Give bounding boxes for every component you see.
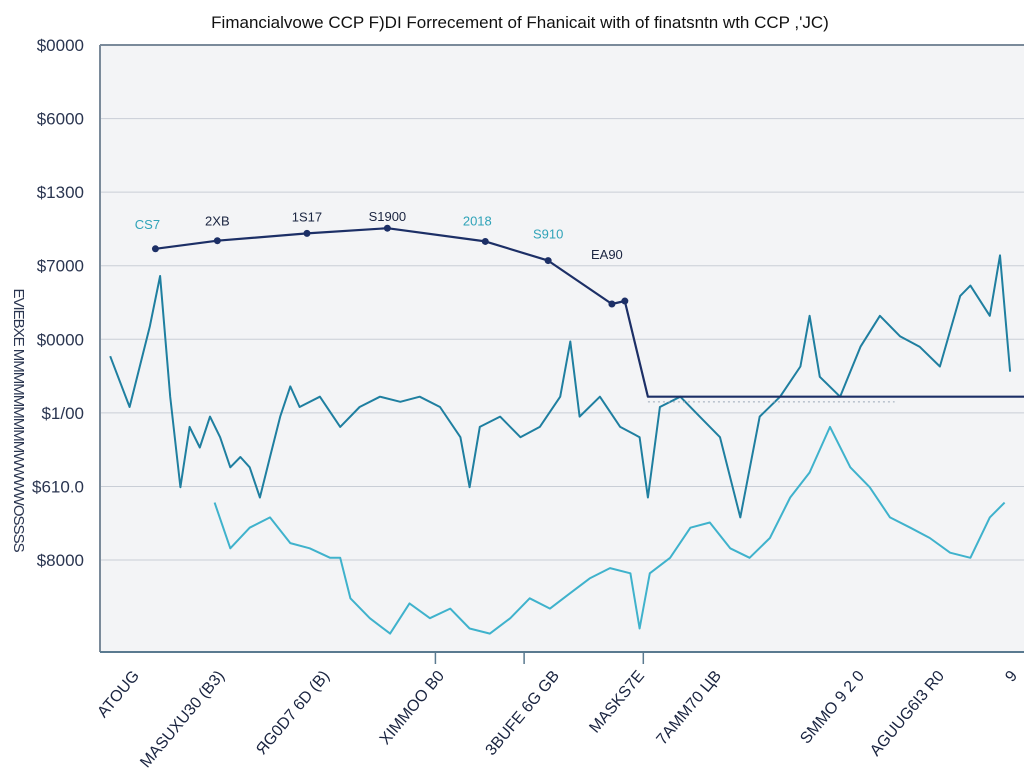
y-tick-labels: $0000 $6000 $1300 $7000 $0000 $1/00 $610.0 $800… [32, 36, 84, 570]
plot-area [100, 45, 1024, 652]
y-tick-label: $0000 [37, 36, 84, 55]
y-tick-label: $6000 [37, 110, 84, 129]
point-label: 2018 [463, 213, 492, 228]
y-tick-label: $610.0 [32, 477, 84, 496]
data-point [151, 245, 159, 253]
data-point [213, 237, 221, 245]
series-group: CS7 2XB 1S17 S1900 2018 S910 EA90 [109, 209, 1024, 635]
y-tick-label: $1/00 [41, 404, 84, 423]
x-tick-marks [434, 652, 645, 664]
data-point [608, 300, 616, 308]
y-tick-label: $0000 [37, 330, 84, 349]
point-label: EA90 [591, 247, 623, 262]
y-axis-title: EVIEBXE MMMMMMMMMWWWWOSSSS [10, 288, 27, 552]
point-label: 2XB [205, 214, 230, 229]
series-line-1 [109, 254, 1012, 519]
point-label: 1S17 [292, 209, 322, 224]
point-label: CS7 [135, 217, 160, 232]
series-line-0 [155, 227, 1024, 398]
chart-title: Fimancialvowe CCP F)DI Forrecement of Fh… [211, 13, 829, 32]
y-tick-label: $8000 [37, 551, 84, 570]
data-point [544, 257, 552, 265]
data-point [621, 297, 629, 305]
point-label: S910 [533, 227, 563, 242]
series-line-2 [213, 425, 1006, 635]
data-point [481, 237, 489, 245]
data-point [303, 229, 311, 237]
y-tick-label: $1300 [37, 183, 84, 202]
point-label: S1900 [369, 209, 407, 224]
y-tick-label: $7000 [37, 257, 84, 276]
data-point [383, 224, 391, 232]
